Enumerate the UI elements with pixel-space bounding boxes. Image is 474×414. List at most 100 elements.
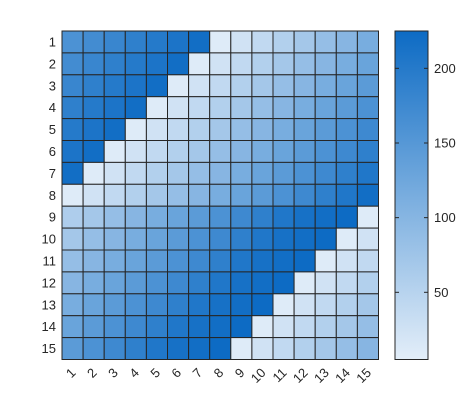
heatmap-cell-r10-c2 xyxy=(82,227,105,251)
heatmap-cell-r14-c12 xyxy=(293,315,316,339)
heatmap-cell-r8-c1 xyxy=(61,183,84,207)
heatmap-cell-r1-c14 xyxy=(335,30,358,54)
heatmap-cell-r10-c1 xyxy=(61,227,84,251)
heatmap-cell-r2-c15 xyxy=(356,52,379,76)
x-tick-label: 13 xyxy=(311,365,332,386)
heatmap-cell-r13-c5 xyxy=(145,293,168,317)
heatmap-cell-r2-c1 xyxy=(61,52,84,76)
heatmap-cell-r2-c5 xyxy=(145,52,168,76)
heatmap-cell-r2-c6 xyxy=(167,52,190,76)
heatmap-cell-r8-c11 xyxy=(272,183,295,207)
heatmap-cell-r4-c7 xyxy=(188,96,211,120)
heatmap-cell-r13-c1 xyxy=(61,293,84,317)
heatmap-cell-r12-c12 xyxy=(293,271,316,295)
heatmap-cell-r4-c13 xyxy=(314,96,337,120)
heatmap-cell-r12-c6 xyxy=(167,271,190,295)
heatmap-cell-r14-c13 xyxy=(314,315,337,339)
heatmap-cell-r5-c15 xyxy=(356,118,379,141)
heatmap-cell-r1-c6 xyxy=(167,30,190,54)
heatmap-cell-r15-c14 xyxy=(335,337,358,361)
heatmap-cells xyxy=(61,30,379,361)
heatmap-cell-r9-c8 xyxy=(209,205,232,229)
heatmap-cell-r10-c12 xyxy=(293,227,316,251)
heatmap-cell-r1-c15 xyxy=(356,30,379,54)
heatmap-cell-r9-c12 xyxy=(293,205,316,229)
heatmap-cell-r5-c3 xyxy=(103,118,126,141)
heatmap-cell-r14-c3 xyxy=(103,315,126,339)
y-tick-label: 12 xyxy=(42,275,56,290)
heatmap-cell-r8-c9 xyxy=(230,183,253,207)
x-tick-label: 4 xyxy=(126,365,142,381)
heatmap-cell-r12-c4 xyxy=(124,271,147,295)
heatmap-cell-r4-c10 xyxy=(251,96,274,120)
heatmap-cell-r11-c5 xyxy=(145,249,168,273)
heatmap-cell-r15-c11 xyxy=(272,337,295,361)
heatmap-cell-r15-c7 xyxy=(188,337,211,361)
heatmap-cell-r6-c4 xyxy=(124,140,147,163)
heatmap-cell-r5-c8 xyxy=(209,118,232,141)
heatmap-cell-r6-c5 xyxy=(145,140,168,163)
heatmap-cell-r3-c4 xyxy=(124,74,147,98)
y-tick-label: 2 xyxy=(49,56,56,71)
heatmap-cell-r5-c1 xyxy=(61,118,84,141)
heatmap-cell-r9-c1 xyxy=(61,205,84,229)
heatmap-cell-r15-c9 xyxy=(230,337,253,361)
heatmap-cell-r13-c9 xyxy=(230,293,253,317)
x-tick-label: 11 xyxy=(270,365,290,385)
heatmap-cell-r1-c7 xyxy=(188,30,211,54)
heatmap-cell-r10-c14 xyxy=(335,227,358,251)
heatmap-cell-r1-c2 xyxy=(82,30,105,54)
heatmap-cell-r14-c9 xyxy=(230,315,253,339)
heatmap-cell-r3-c15 xyxy=(356,74,379,98)
heatmap-cell-r9-c11 xyxy=(272,205,295,229)
heatmap-cell-r7-c3 xyxy=(103,161,126,185)
heatmap-cell-r1-c4 xyxy=(124,30,147,54)
heatmap-cell-r4-c9 xyxy=(230,96,253,120)
heatmap-cell-r14-c15 xyxy=(356,315,379,339)
heatmap-cell-r11-c10 xyxy=(251,249,274,273)
y-tick-label: 10 xyxy=(42,232,56,247)
heatmap-cell-r4-c2 xyxy=(82,96,105,120)
heatmap-cell-r9-c9 xyxy=(230,205,253,229)
heatmap-cell-r11-c3 xyxy=(103,249,126,273)
heatmap-cell-r6-c13 xyxy=(314,140,337,163)
heatmap-cell-r8-c14 xyxy=(335,183,358,207)
plot-frame xyxy=(61,30,379,360)
heatmap-cell-r6-c12 xyxy=(293,140,316,163)
heatmap-cell-r6-c11 xyxy=(272,140,295,163)
heatmap-cell-r12-c11 xyxy=(272,271,295,295)
heatmap-cell-r8-c8 xyxy=(209,183,232,207)
x-tick-label: 12 xyxy=(290,365,311,386)
heatmap-cell-r2-c3 xyxy=(103,52,126,76)
heatmap-cell-r10-c15 xyxy=(356,227,379,251)
colorbar-tick-label: 150 xyxy=(434,135,456,150)
y-tick-label: 11 xyxy=(43,253,57,268)
heatmap-cell-r5-c4 xyxy=(124,118,147,141)
heatmap-cell-r15-c5 xyxy=(145,337,168,361)
y-tick-label: 1 xyxy=(49,34,56,49)
heatmap-cell-r10-c5 xyxy=(145,227,168,251)
x-tick-label: 15 xyxy=(353,365,374,386)
heatmap-cell-r15-c15 xyxy=(356,337,379,361)
heatmap-cell-r1-c8 xyxy=(209,30,232,54)
x-tick-label: 2 xyxy=(84,365,100,381)
heatmap-cell-r11-c1 xyxy=(61,249,84,273)
heatmap-cell-r1-c5 xyxy=(145,30,168,54)
heatmap-cell-r3-c6 xyxy=(167,74,190,98)
y-tick-label: 15 xyxy=(42,341,56,356)
y-tick-label: 14 xyxy=(42,319,56,334)
heatmap-cell-r6-c9 xyxy=(230,140,253,163)
heatmap-cell-r5-c7 xyxy=(188,118,211,141)
heatmap-cell-r9-c6 xyxy=(167,205,190,229)
heatmap-cell-r15-c12 xyxy=(293,337,316,361)
heatmap-cell-r3-c1 xyxy=(61,74,84,98)
heatmap-cell-r2-c7 xyxy=(188,52,211,76)
heatmap-cell-r13-c14 xyxy=(335,293,358,317)
x-tick-label: 3 xyxy=(105,365,121,381)
heatmap-cell-r2-c2 xyxy=(82,52,105,76)
x-tick-label: 6 xyxy=(168,365,184,381)
x-tick-label: 10 xyxy=(248,365,269,386)
heatmap-cell-r2-c4 xyxy=(124,52,147,76)
heatmap-cell-r10-c4 xyxy=(124,227,147,251)
